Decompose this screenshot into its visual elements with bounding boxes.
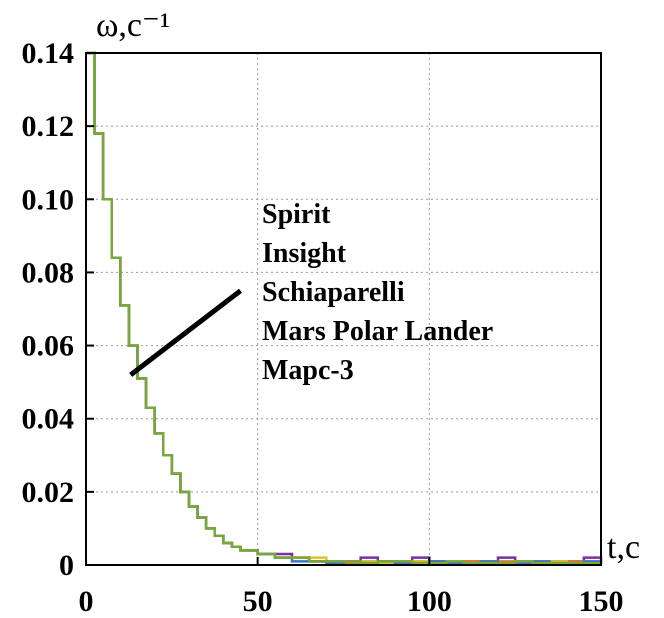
legend-label-mars-3: Марс-3 [262, 355, 354, 386]
series-line-марс-3 [86, 53, 601, 563]
legend-pointer-line [131, 291, 241, 375]
y-tick-label: 0.08 [22, 256, 75, 289]
grid [86, 53, 601, 565]
x-tick-label: 100 [407, 585, 452, 618]
x-tick-label: 0 [79, 585, 94, 618]
x-tick-labels: 0 50 100 150 [79, 557, 624, 618]
series-line-insight [86, 53, 601, 563]
y-tick-label: 0.06 [22, 330, 75, 363]
series-line-spirit [86, 53, 601, 563]
y-tick-labels: 0 0.02 0.04 0.06 0.08 0.10 0.12 0.14 [22, 37, 95, 582]
y-tick-label: 0.14 [22, 37, 75, 70]
y-tick-label: 0.12 [22, 110, 75, 143]
y-tick-label: 0.10 [22, 183, 75, 216]
series-line-schiaparelli [86, 53, 601, 563]
legend-annotation: Spirit Insight Schiaparelli Mars Polar L… [262, 199, 493, 386]
legend-label-schiaparelli: Schiaparelli [262, 277, 405, 308]
series-line-mars-polar-lander [86, 53, 601, 563]
y-tick-label: 0.04 [22, 403, 75, 436]
series-lines [86, 53, 601, 563]
plot-frame [86, 53, 601, 565]
y-axis-label: ω,c⁻¹ [96, 7, 170, 44]
x-axis-label: t,c [607, 529, 640, 566]
legend-label-insight: Insight [262, 238, 347, 269]
legend-label-spirit: Spirit [262, 199, 331, 230]
x-tick-label: 150 [579, 585, 624, 618]
legend-label-mars-polar-lander: Mars Polar Lander [262, 316, 493, 347]
y-tick-label: 0.02 [22, 476, 75, 509]
x-tick-label: 50 [243, 585, 273, 618]
y-tick-label: 0 [59, 549, 74, 582]
